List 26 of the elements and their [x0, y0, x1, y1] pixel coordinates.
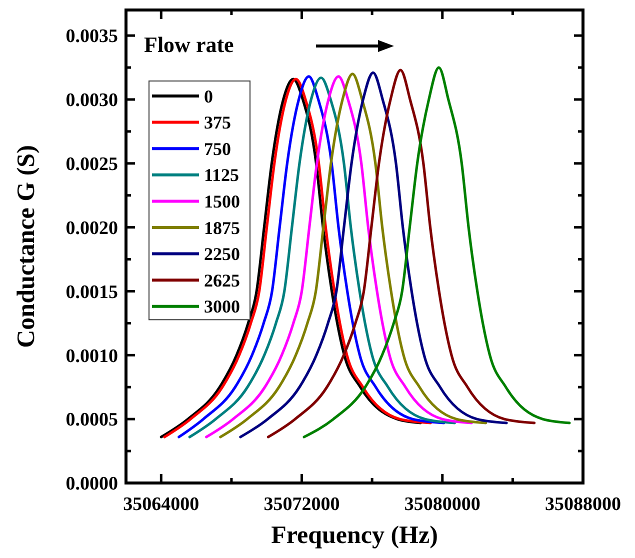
legend-label: 2250 — [204, 244, 240, 264]
x-tick-label: 35072000 — [264, 494, 340, 515]
y-tick-label: 0.0035 — [66, 26, 118, 48]
legend-label: 1125 — [204, 165, 240, 186]
x-tick-label: 35064000 — [123, 494, 200, 515]
y-tick-label: 0.0010 — [66, 346, 118, 367]
legend-label: 3000 — [204, 296, 240, 317]
legend-label: 1500 — [204, 192, 240, 212]
legend-label: 750 — [204, 138, 231, 159]
y-tick-label: 0.0030 — [66, 90, 118, 112]
x-tick-label: 35080000 — [404, 494, 480, 515]
y-tick-label: 0.0020 — [66, 218, 118, 239]
y-tick-label: 0.0015 — [66, 282, 118, 303]
line-series — [266, 68, 536, 438]
legend-label: 2625 — [204, 270, 240, 290]
y-axis-title: Conductance G (S) — [13, 145, 40, 348]
legend-label: 375 — [204, 112, 231, 133]
x-axis-title: Frequency (Hz) — [271, 522, 438, 549]
x-tick-label: 35088000 — [545, 494, 621, 515]
y-tick-label: 0.0025 — [66, 154, 118, 176]
y-tick-label: 0.0005 — [66, 410, 118, 431]
legend-label: 0 — [204, 86, 213, 106]
line-series — [302, 66, 571, 438]
legend-label: 1875 — [204, 218, 240, 238]
y-tick-label: 0.0000 — [66, 474, 118, 495]
annotation: Flow rate — [144, 32, 234, 57]
